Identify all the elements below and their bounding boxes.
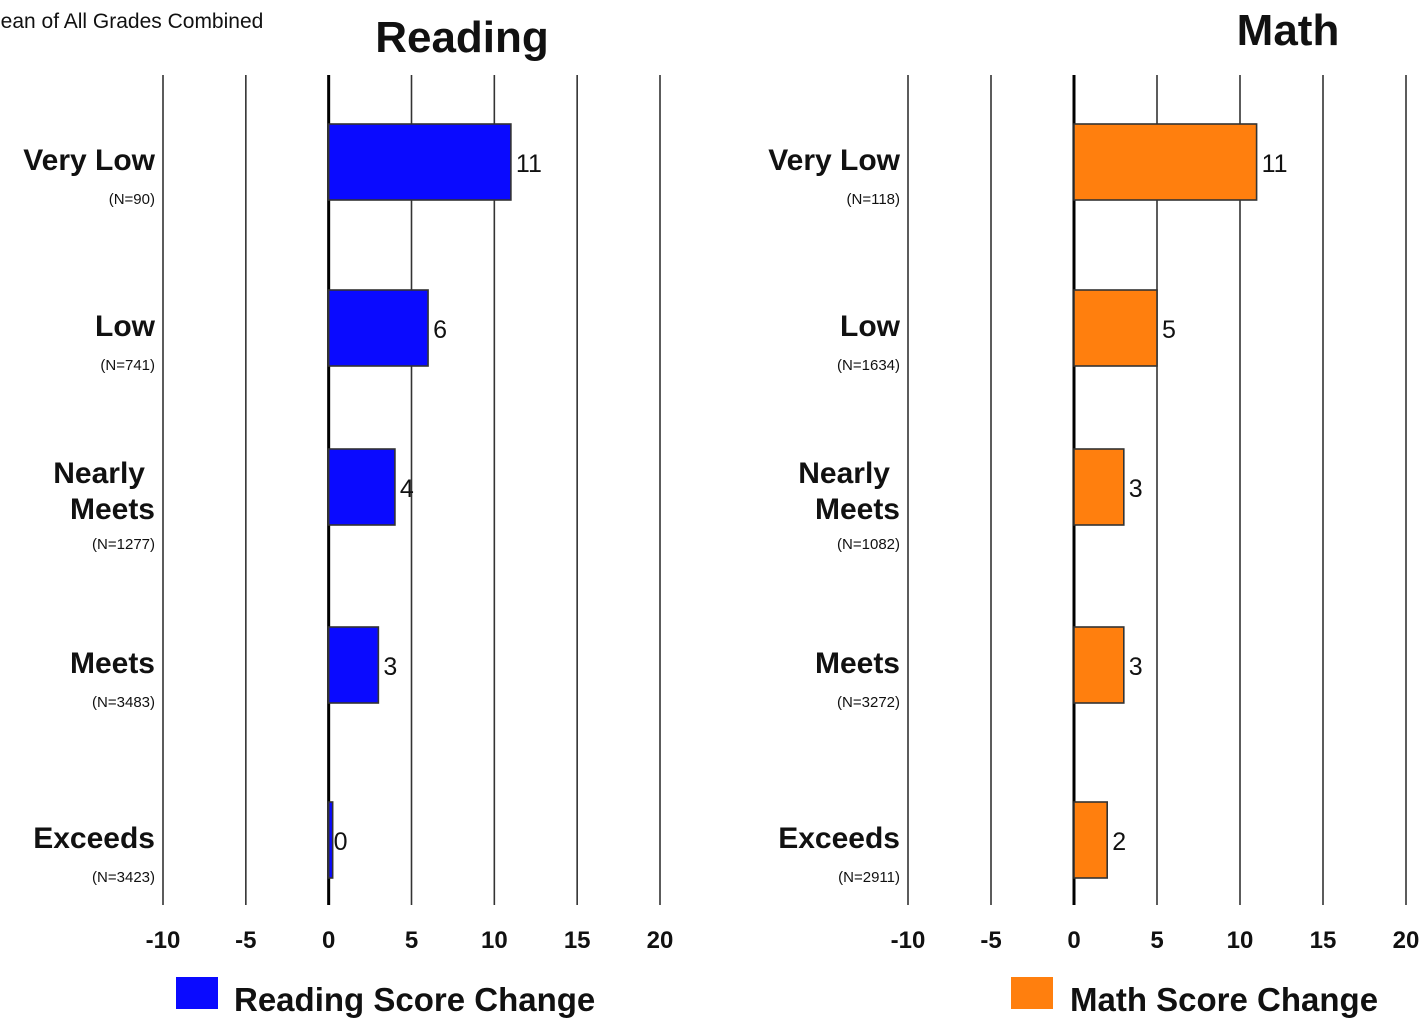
chart-subtitle: lean of All Grades Combined bbox=[0, 10, 263, 33]
x-tick-label: 0 bbox=[322, 927, 335, 954]
category-label: Exceeds bbox=[778, 822, 900, 855]
category-n-label: (N=1634) bbox=[837, 357, 900, 374]
legend-label: Math Score Change bbox=[1070, 981, 1378, 1018]
x-tick-label: -5 bbox=[235, 927, 256, 954]
category-label: Very Low bbox=[768, 144, 900, 177]
x-tick-label: 0 bbox=[1067, 927, 1080, 954]
bar bbox=[327, 801, 334, 879]
data-label: 11 bbox=[516, 150, 542, 178]
x-tick-label: 20 bbox=[1393, 927, 1420, 954]
category-label: Exceeds bbox=[33, 822, 155, 855]
category-n-label: (N=3483) bbox=[92, 694, 155, 711]
category-label: Low bbox=[95, 310, 156, 343]
data-label: 0 bbox=[334, 828, 348, 856]
bar bbox=[1073, 289, 1158, 367]
data-label: 3 bbox=[1129, 475, 1143, 503]
bar bbox=[1073, 801, 1109, 879]
category-n-label: (N=1082) bbox=[837, 536, 900, 553]
bar bbox=[1073, 626, 1125, 704]
chart-title: Math bbox=[1237, 6, 1340, 55]
chart-panel-reading: Reading -10 -5 0 5 10 15 20 11 Very Low (N=90) 6 Low… bbox=[23, 13, 673, 1018]
bar bbox=[327, 289, 429, 367]
bar bbox=[327, 448, 396, 526]
x-tick-label: 10 bbox=[1227, 927, 1254, 954]
data-label: 6 bbox=[433, 316, 447, 344]
data-label: 2 bbox=[1112, 828, 1126, 856]
x-tick-label: -10 bbox=[146, 927, 181, 954]
data-label: 3 bbox=[383, 653, 397, 681]
x-tick-label: 15 bbox=[564, 927, 591, 954]
x-tick-label: 10 bbox=[481, 927, 508, 954]
category-n-label: (N=118) bbox=[847, 191, 901, 208]
legend-label: Reading Score Change bbox=[234, 981, 595, 1018]
x-tick-label: 5 bbox=[1150, 927, 1163, 954]
data-label: 11 bbox=[1262, 150, 1288, 178]
category-label: Meets bbox=[70, 493, 155, 526]
x-tick-label: 20 bbox=[647, 927, 674, 954]
bar bbox=[327, 626, 380, 704]
category-label: Meets bbox=[815, 493, 900, 526]
chart-title: Reading bbox=[375, 13, 549, 62]
data-label: 5 bbox=[1162, 316, 1176, 344]
x-tick-label: 5 bbox=[405, 927, 418, 954]
chart-panel-math: Math -10 -5 0 5 10 15 20 11 Very Low (N=118) 5 Low (N… bbox=[768, 6, 1419, 1018]
category-n-label: (N=3272) bbox=[837, 694, 900, 711]
bar bbox=[1073, 123, 1258, 201]
category-label: Very Low bbox=[23, 144, 155, 177]
category-label: Low bbox=[840, 310, 901, 343]
data-label: 4 bbox=[400, 475, 414, 503]
x-tick-label: -5 bbox=[980, 927, 1001, 954]
category-n-label: (N=741) bbox=[100, 357, 155, 374]
category-n-label: (N=90) bbox=[109, 191, 155, 208]
category-label: Meets bbox=[70, 647, 155, 680]
legend-swatch bbox=[176, 977, 218, 1009]
x-tick-label: -10 bbox=[891, 927, 926, 954]
category-label: Meets bbox=[815, 647, 900, 680]
x-tick-label: 15 bbox=[1310, 927, 1337, 954]
legend-swatch bbox=[1011, 977, 1053, 1009]
bar bbox=[1073, 448, 1125, 526]
category-label: Nearly bbox=[798, 457, 890, 490]
category-n-label: (N=3423) bbox=[92, 869, 155, 886]
category-label: Nearly bbox=[53, 457, 145, 490]
bar bbox=[327, 123, 512, 201]
category-n-label: (N=1277) bbox=[92, 536, 155, 553]
data-label: 3 bbox=[1129, 653, 1143, 681]
category-n-label: (N=2911) bbox=[838, 869, 900, 886]
